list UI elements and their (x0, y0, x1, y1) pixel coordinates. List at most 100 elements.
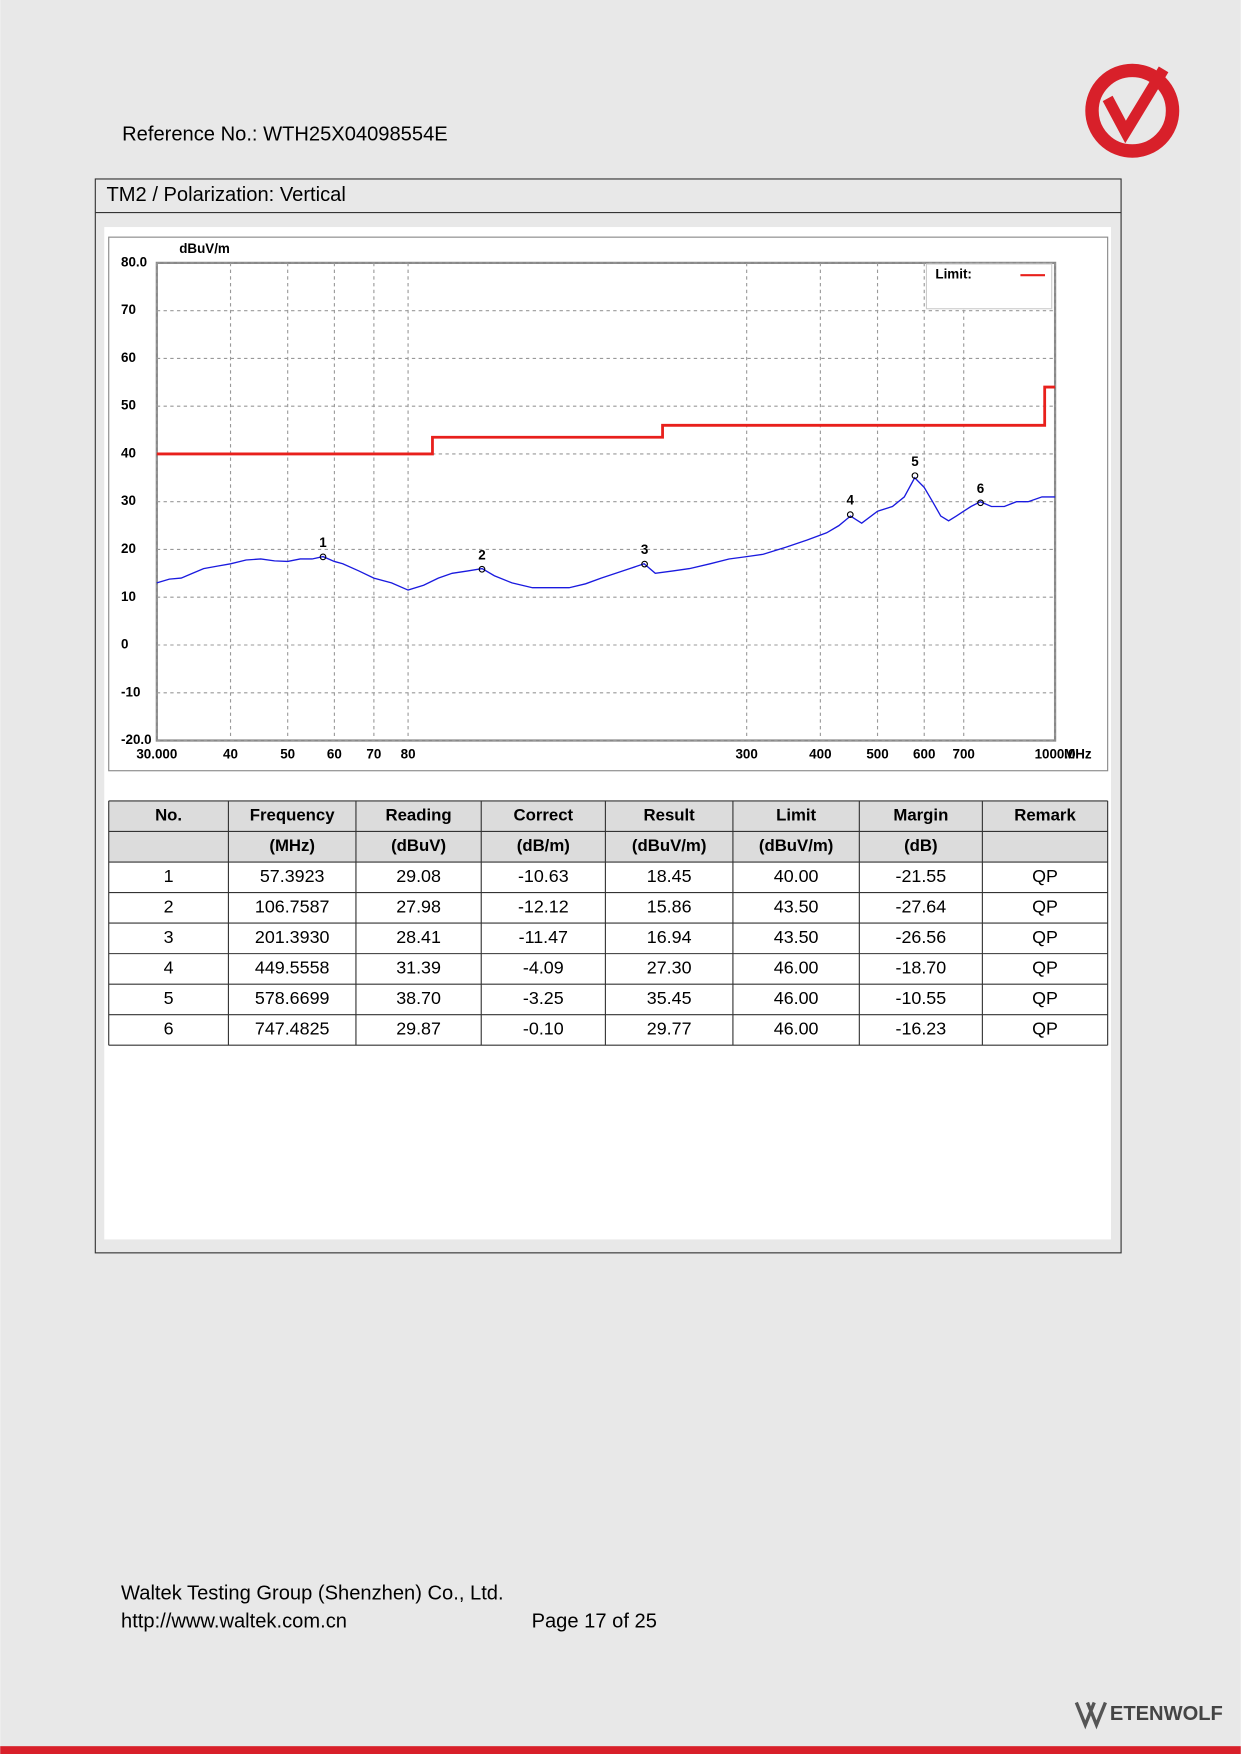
table-cell: -12.12 (518, 897, 569, 917)
series-line (156, 476, 1056, 591)
table-cell: 106.7587 (255, 897, 330, 917)
column-header: Reading (386, 806, 452, 825)
table-cell: -0.10 (523, 1019, 564, 1039)
table-cell: 5 (164, 988, 174, 1008)
table-cell: -11.47 (519, 927, 568, 947)
table-cell: QP (1032, 897, 1058, 917)
column-unit: (dBuV/m) (759, 836, 834, 855)
x-tick-label: 70 (366, 747, 381, 762)
table-cell: -10.63 (518, 866, 569, 886)
table-cell: 29.87 (396, 1019, 441, 1039)
y-tick-label: -10 (121, 684, 140, 699)
table-cell: QP (1032, 927, 1058, 947)
table-cell: 43.50 (774, 927, 819, 947)
table-cell: -21.55 (896, 866, 947, 886)
table-cell: 15.86 (647, 897, 692, 917)
marker (977, 499, 984, 507)
x-tick-label: 500 (866, 747, 888, 762)
y-tick-label: 70 (121, 302, 136, 317)
column-unit: (dB) (904, 836, 938, 855)
table-cell: QP (1032, 866, 1058, 886)
table-cell: QP (1032, 988, 1058, 1008)
reference: Reference No.: WTH25X04098554E (122, 124, 448, 146)
table-cell: 2 (164, 897, 174, 917)
table-cell: -18.70 (896, 958, 947, 978)
x-tick-label: 80 (401, 747, 416, 762)
x-tick-label: 400 (809, 747, 831, 762)
table-cell: -10.55 (896, 988, 947, 1008)
column-unit: (dBuV/m) (632, 836, 707, 855)
column-header: Margin (893, 806, 948, 825)
table-cell: 43.50 (774, 897, 819, 917)
marker (911, 472, 919, 480)
y-tick-label: 60 (121, 350, 136, 365)
x-tick-label: 600 (913, 747, 935, 762)
brand: ETENWOLF (1110, 1703, 1223, 1725)
column-header: No. (155, 806, 182, 825)
x-tick-label: 40 (223, 747, 238, 762)
x-axis-unit: MHz (1064, 747, 1092, 762)
marker-label: 5 (911, 454, 919, 469)
marker-label: 6 (977, 481, 984, 496)
table-cell: -26.56 (896, 927, 947, 947)
table-cell: -3.25 (523, 988, 564, 1008)
x-tick-label: 30.000 (136, 747, 177, 762)
table-cell: 18.45 (647, 866, 692, 886)
y-tick-label: -20.0 (121, 732, 152, 747)
column-header: Frequency (250, 806, 335, 825)
marker (846, 511, 854, 518)
table-cell: 57.3923 (260, 866, 325, 886)
table-cell: 46.00 (774, 1019, 819, 1039)
x-tick-label: 700 (953, 747, 975, 762)
table-cell: 578.6699 (255, 988, 330, 1008)
table-cell: 4 (164, 958, 174, 978)
marker (319, 553, 327, 561)
section-title: TM2 / Polarization: Vertical (106, 184, 345, 206)
table-cell: 29.77 (647, 1019, 692, 1039)
y-tick-label: 0 (121, 637, 128, 652)
column-header: Remark (1014, 806, 1076, 825)
y-tick-label: 50 (121, 398, 136, 413)
legend-box (925, 263, 1053, 310)
y-tick-label: 30 (121, 493, 136, 508)
table-cell: 40.00 (774, 866, 819, 886)
table: No. Frequency Reading Correct Result Limit Mar… (108, 800, 1109, 1046)
y-tick-label: 20 (121, 541, 136, 556)
table-cell: -4.09 (523, 958, 564, 978)
y-axis-unit: dBuV/m (179, 241, 230, 256)
column-header: Correct (513, 806, 573, 825)
table-cell: 3 (164, 927, 174, 947)
table-cell: 38.70 (396, 988, 441, 1008)
column-unit: (dB/m) (517, 836, 570, 855)
marker-label: 3 (641, 542, 648, 557)
column-unit: (MHz) (269, 836, 315, 855)
logo (1085, 63, 1180, 158)
plot: 80.0 70 60 50 40 30 20 10 0 -10 -20.030.000 40 50 60 7… (121, 254, 1076, 761)
table-cell: 6 (164, 1019, 174, 1039)
table-cell: 35.45 (647, 988, 692, 1008)
marker-label: 1 (319, 535, 327, 550)
table-cell: 1 (164, 866, 174, 886)
table-cell: 16.94 (647, 927, 692, 947)
bottom-bar (0, 1746, 1241, 1754)
page-number: Page 17 of 25 (532, 1610, 657, 1632)
marker (478, 565, 486, 573)
table-cell: 31.39 (396, 958, 441, 978)
x-tick-label: 60 (327, 747, 342, 762)
table-cell: -27.64 (896, 897, 947, 917)
table-cell: 201.3930 (255, 927, 330, 947)
table-cell: QP (1032, 958, 1058, 978)
marker-label: 2 (478, 547, 485, 562)
table-cell: -16.23 (896, 1019, 947, 1039)
column-unit: (dBuV) (391, 836, 446, 855)
table-cell: 29.08 (396, 866, 441, 886)
section-box (94, 178, 1122, 1254)
brand-icon (1074, 1701, 1107, 1730)
table-cell: QP (1032, 1019, 1058, 1039)
y-tick-label: 10 (121, 589, 136, 604)
table-cell: 27.30 (647, 958, 692, 978)
x-tick-label: 1000.0 (1035, 747, 1076, 762)
table-cell: 449.5558 (255, 958, 330, 978)
column-header: Limit (776, 806, 816, 825)
